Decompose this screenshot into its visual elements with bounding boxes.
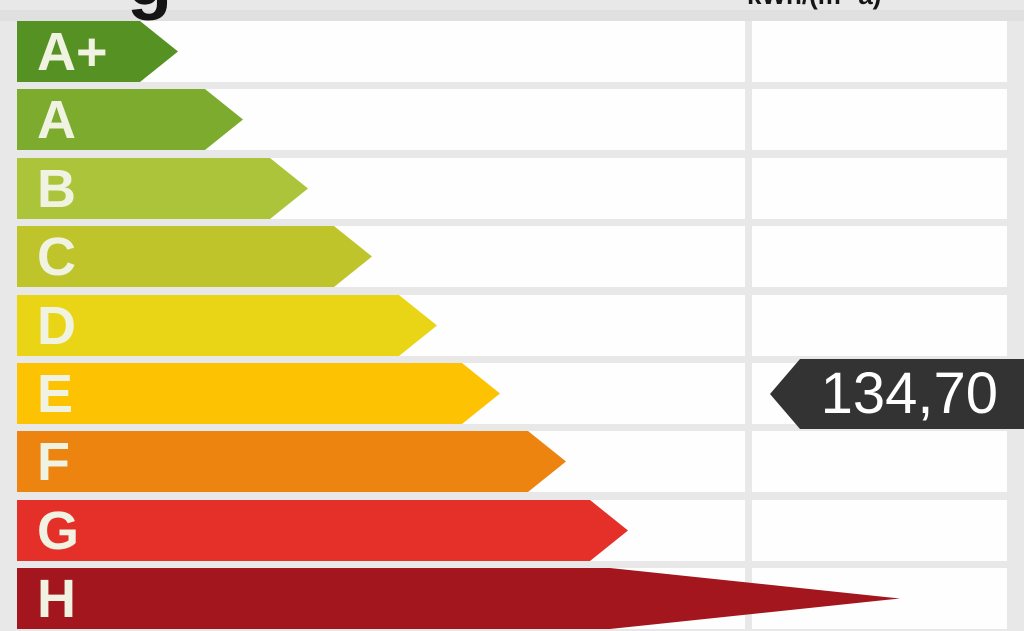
class-arrow-G: G bbox=[17, 500, 628, 561]
row-cell-right bbox=[752, 295, 1007, 356]
scale-row-D: D bbox=[0, 295, 1024, 356]
chart-title-fragment: g bbox=[127, 0, 172, 17]
class-letter: A+ bbox=[37, 22, 108, 82]
scale-row-C: C bbox=[0, 226, 1024, 287]
scale-row-A+: A+ bbox=[0, 21, 1024, 82]
header-divider-band bbox=[0, 10, 1024, 21]
class-letter: E bbox=[37, 364, 74, 424]
scale-row-A: A bbox=[0, 89, 1024, 150]
row-cell-right bbox=[752, 21, 1007, 82]
row-cell-right bbox=[752, 89, 1007, 150]
class-arrow-F: F bbox=[17, 431, 566, 492]
class-arrow-B: B bbox=[17, 158, 308, 219]
scale-row-H: H bbox=[0, 568, 1024, 629]
class-arrow-E: E bbox=[17, 363, 500, 424]
class-letter: D bbox=[37, 296, 76, 356]
class-letter: A bbox=[37, 90, 76, 150]
scale-row-F: F bbox=[0, 431, 1024, 492]
row-cell-right bbox=[752, 158, 1007, 219]
class-arrow-C: C bbox=[17, 226, 372, 287]
class-arrow-A+: A+ bbox=[17, 21, 178, 82]
class-letter: B bbox=[37, 159, 76, 219]
scale-row-G: G bbox=[0, 500, 1024, 561]
row-cell-right bbox=[752, 226, 1007, 287]
scale-row-B: B bbox=[0, 158, 1024, 219]
class-arrow-D: D bbox=[17, 295, 437, 356]
value-arrow: 134,70 bbox=[770, 359, 1024, 429]
class-letter: C bbox=[37, 227, 76, 287]
class-arrow-A: A bbox=[17, 89, 243, 150]
row-cell-right bbox=[752, 431, 1007, 492]
row-cell-right bbox=[752, 500, 1007, 561]
class-letter: F bbox=[37, 432, 70, 492]
class-letter: G bbox=[37, 501, 80, 561]
unit-label: kWh/(m²·a) bbox=[747, 0, 881, 11]
